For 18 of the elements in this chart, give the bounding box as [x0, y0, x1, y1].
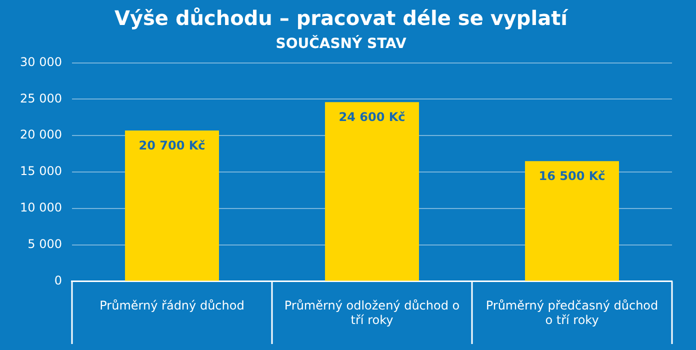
y-tick-label: 30 000: [20, 54, 62, 69]
data-label: 24 600 Kč: [338, 110, 406, 124]
chart-title: Výše důchodu – pracovat déle se vyplatí: [114, 6, 569, 30]
x-tick-label: Průměrný předčasný důchod o tří roky: [486, 298, 658, 327]
data-label: 20 700 Kč: [138, 138, 206, 153]
y-tick-label: 10 000: [20, 200, 62, 215]
x-tick-label: Průměrný řádný důchod: [100, 298, 244, 313]
bar: [124, 130, 219, 281]
x-tick-label: Průměrný odložený důchod o tří roky: [284, 298, 460, 327]
chart-subtitle: SOUČASNÝ STAV: [276, 35, 406, 52]
y-tick-label: 25 000: [20, 91, 62, 106]
y-tick-label: 5 000: [28, 236, 62, 251]
bar: [324, 102, 419, 281]
y-tick-label: 20 000: [20, 128, 62, 142]
y-tick-label: 15 000: [20, 164, 62, 178]
data-label: 16 500 Kč: [538, 169, 606, 184]
bar: [524, 161, 619, 281]
y-tick-label: 0: [54, 273, 62, 288]
